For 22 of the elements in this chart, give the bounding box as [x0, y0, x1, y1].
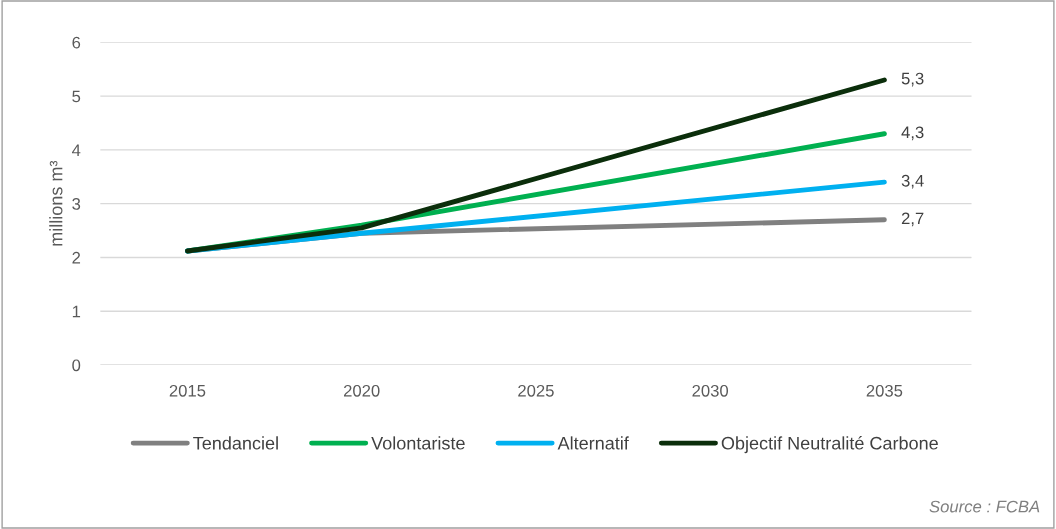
data-label: 3,4 — [901, 174, 924, 189]
legend-label: Volontariste — [371, 436, 465, 450]
x-tick-label: 2030 — [692, 384, 729, 397]
legend-label: Objectif Neutralité Carbone — [721, 436, 938, 454]
y-tick-label: 3 — [72, 198, 81, 210]
y-tick-label: 2 — [72, 251, 81, 264]
x-tick-label: 2035 — [866, 384, 903, 397]
legend-label: Alternatif — [557, 436, 629, 450]
source-note: Source : FCBA — [929, 500, 1040, 513]
y-axis-title: millions m³ — [49, 160, 63, 246]
data-label: 2,7 — [901, 212, 924, 227]
y-tick-label: 4 — [71, 144, 81, 156]
y-tick-label: 0 — [72, 359, 81, 372]
data-label: 5,3 — [901, 72, 924, 87]
x-tick-label: 2020 — [343, 384, 380, 397]
y-tick-label: 6 — [72, 36, 81, 49]
y-tick-label: 1 — [72, 305, 81, 318]
y-tick-label: 5 — [72, 90, 81, 103]
x-tick-label: 2015 — [169, 384, 206, 397]
legend-label: Tendanciel — [193, 436, 278, 450]
x-tick-label: 2025 — [518, 384, 554, 397]
data-label: 4,3 — [901, 126, 924, 141]
